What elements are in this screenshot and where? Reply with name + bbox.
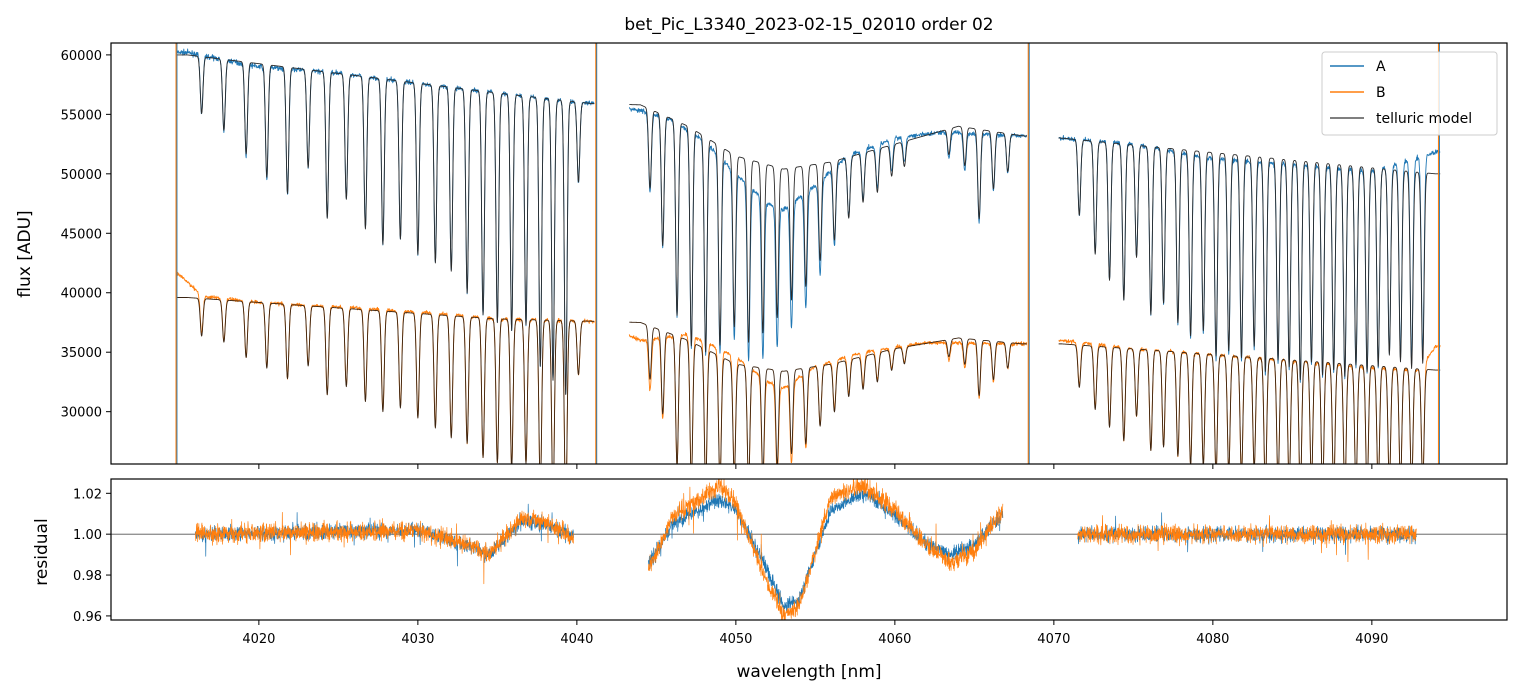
flux-y-tick-label: 35000 — [61, 346, 102, 361]
x-tick-label: 4030 — [401, 632, 434, 647]
flux-y-tick-label: 50000 — [61, 168, 102, 183]
x-tick-label: 4040 — [560, 632, 593, 647]
legend-label-b: B — [1376, 85, 1386, 101]
x-tick-label: 4070 — [1037, 632, 1070, 647]
flux-y-tick-label: 40000 — [61, 287, 102, 302]
residual-a-line — [648, 485, 1004, 613]
flux-y-axis-label: flux [ADU] — [15, 210, 35, 297]
flux-x-ticks — [258, 464, 1373, 469]
legend-label-telluric: telluric model — [1376, 111, 1472, 127]
flux-plot-frame — [110, 42, 1508, 465]
residual-b-line — [1077, 515, 1417, 563]
residual-y-axis-label: residual — [32, 518, 52, 585]
residual-b-line — [648, 479, 1004, 620]
flux-y-tick-label: 30000 — [61, 406, 102, 421]
telluric-model-b-line — [176, 297, 595, 464]
legend-box — [1321, 51, 1498, 136]
residual-y-tick-label: 0.96 — [73, 610, 102, 625]
residual-y-tick-label: 0.98 — [73, 569, 102, 584]
series-a-line — [628, 107, 1028, 362]
x-tick-label: 4050 — [719, 632, 752, 647]
residual-y-ticks: 0.96 0.98 1.00 1.02 — [73, 487, 111, 625]
residual-series-group — [194, 479, 1417, 620]
x-tick-label: 4060 — [878, 632, 911, 647]
residual-plot-frame — [110, 478, 1508, 621]
residual-y-tick-label: 1.02 — [73, 487, 102, 502]
chart-title: bet_Pic_L3340_2023-02-15_02010 order 02 — [624, 15, 993, 35]
flux-series-group — [175, 48, 1441, 464]
legend: A B telluric model — [1321, 51, 1498, 136]
flux-y-ticks: 30000 35000 40000 45000 50000 55000 60000 — [61, 49, 111, 421]
x-tick-label: 4020 — [242, 632, 275, 647]
x-axis-label: wavelength [nm] — [736, 662, 881, 682]
residual-plot-area — [111, 479, 1507, 620]
flux-y-tick-label: 45000 — [61, 227, 102, 242]
flux-y-tick-label: 60000 — [61, 49, 102, 64]
flux-y-tick-label: 55000 — [61, 108, 102, 123]
series-b-line — [628, 332, 1028, 464]
legend-label-a: A — [1376, 59, 1386, 75]
telluric-model-a-line — [1058, 137, 1441, 381]
telluric-model-a-line — [176, 54, 595, 395]
residual-y-tick-label: 1.00 — [73, 528, 102, 543]
x-tick-label: 4080 — [1196, 632, 1229, 647]
residual-b-line — [194, 509, 574, 585]
telluric-model-a-line — [629, 104, 1027, 353]
x-tick-label: 4090 — [1355, 632, 1388, 647]
residual-x-ticks: 4020 4030 4040 4050 4060 4070 4080 4090 — [242, 620, 1388, 647]
flux-plot-area — [111, 43, 1507, 464]
residual-panel: 0.96 0.98 1.00 1.02 4020 4030 4040 4050 4060 407… — [32, 478, 1508, 682]
telluric-model-b-line — [629, 321, 1027, 464]
telluric-model-b-line — [1058, 343, 1441, 464]
flux-panel: 30000 35000 40000 45000 50000 55000 60000 flux… — [15, 42, 1508, 469]
